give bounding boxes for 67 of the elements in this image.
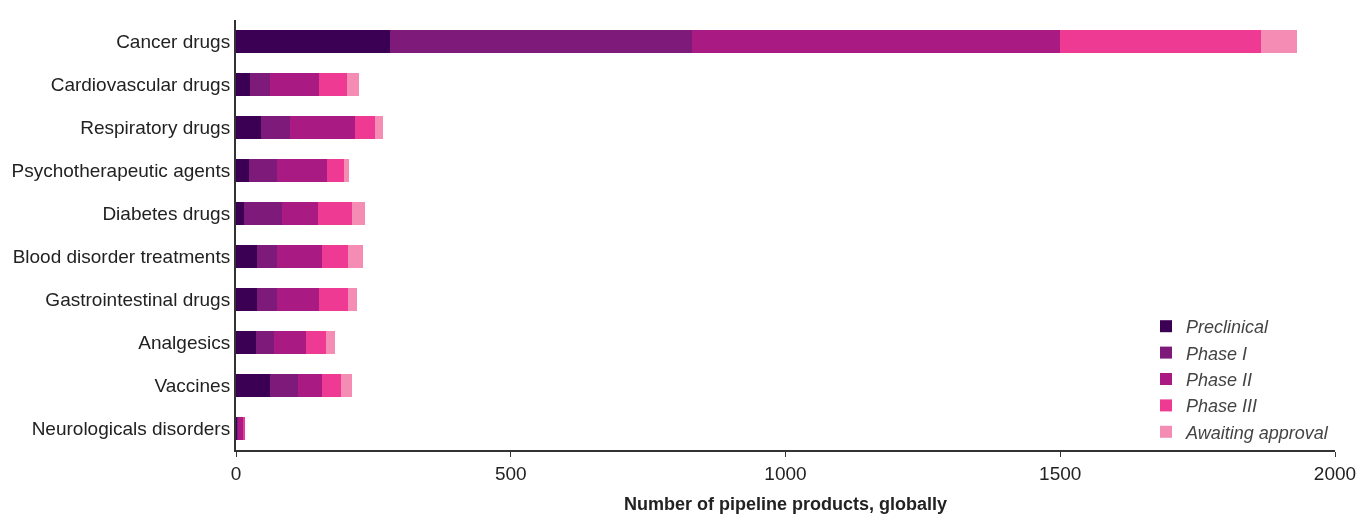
bar	[305, 330, 326, 355]
bar	[1260, 29, 1297, 54]
bar	[1060, 29, 1261, 54]
bar	[322, 373, 341, 398]
bar	[276, 244, 323, 269]
bar	[375, 115, 383, 140]
x-tick-label: 1500	[1039, 462, 1082, 484]
bar	[236, 72, 251, 97]
bar	[325, 330, 335, 355]
bar	[298, 373, 323, 398]
bar	[692, 29, 1061, 54]
bar	[355, 115, 376, 140]
y-tick-label: Neurologicals disorders	[31, 418, 231, 440]
bar	[236, 373, 271, 398]
x-tick-label: 0	[230, 462, 242, 484]
bar	[250, 72, 271, 97]
y-tick-label: Cancer drugs	[116, 31, 231, 53]
bar	[317, 201, 353, 226]
y-tick-label: Blood disorder treatments	[12, 246, 231, 268]
x-tick-label: 1000	[764, 462, 807, 484]
bar	[256, 287, 277, 312]
bar	[318, 72, 347, 97]
bar	[244, 201, 282, 226]
bar	[238, 416, 243, 441]
bar	[322, 244, 349, 269]
bar	[236, 201, 245, 226]
bar	[327, 158, 345, 183]
bar	[256, 244, 277, 269]
y-tick-label: Respiratory drugs	[80, 117, 231, 139]
bar	[389, 29, 693, 54]
bar	[352, 201, 365, 226]
legend-label: Phase I	[1186, 343, 1248, 364]
bar	[347, 72, 359, 97]
bar	[236, 287, 257, 312]
bar	[270, 72, 319, 97]
bar	[276, 158, 328, 183]
x-axis-title: Number of pipeline products, globally	[623, 494, 948, 515]
bar	[318, 287, 349, 312]
bar	[236, 330, 256, 355]
bar	[236, 244, 257, 269]
bar	[236, 158, 249, 183]
x-tick-label: 500	[494, 462, 527, 484]
y-tick-label: Psychotherapeutic agents	[11, 160, 231, 182]
bar	[281, 201, 318, 226]
bar	[348, 244, 363, 269]
y-tick-label: Vaccines	[154, 375, 231, 397]
bar	[236, 29, 390, 54]
bar	[340, 373, 353, 398]
bar	[260, 115, 290, 140]
bar	[270, 373, 299, 398]
y-tick-label: Cardiovascular drugs	[50, 74, 231, 96]
bar	[274, 330, 306, 355]
y-tick-label: Analgesics	[138, 332, 231, 354]
legend-label: Phase II	[1186, 370, 1253, 391]
bar	[255, 330, 275, 355]
bar	[344, 158, 350, 183]
bar	[236, 115, 261, 140]
y-tick-label: Gastrointestinal drugs	[45, 289, 231, 311]
legend-label: Preclinical	[1186, 317, 1270, 338]
y-tick-label: Diabetes drugs	[102, 203, 231, 225]
bar	[289, 115, 356, 140]
legend-label: Awaiting approval	[1185, 422, 1329, 443]
bar	[348, 287, 358, 312]
bar	[248, 158, 277, 183]
legend-label: Phase III	[1186, 396, 1258, 417]
bar	[276, 287, 319, 312]
x-tick-label: 2000	[1313, 462, 1357, 484]
